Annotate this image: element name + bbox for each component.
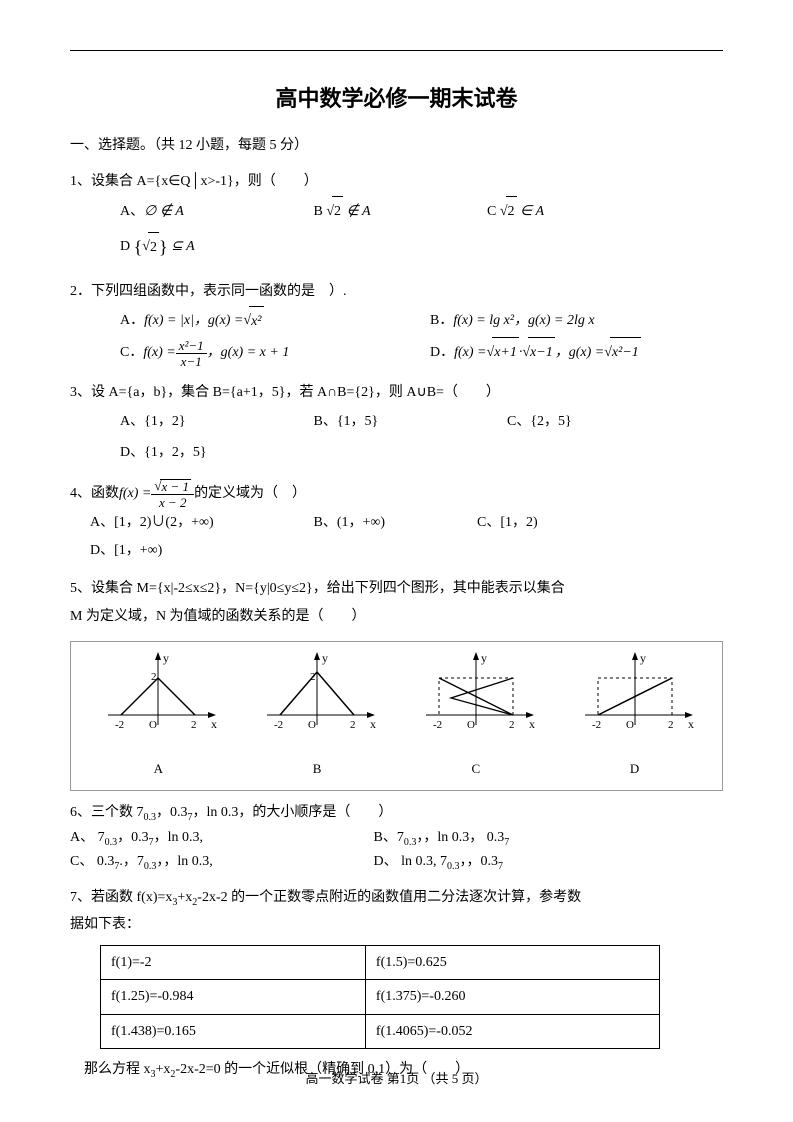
page-top-rule bbox=[70, 50, 723, 51]
table-row: f(1)=-2 f(1.5)=0.625 bbox=[101, 946, 660, 980]
q4-options: A、[1，2)∪(2，+∞) B、(1，+∞) C、[1，2) D、[1，+∞) bbox=[70, 509, 723, 565]
q4-option-a: A、[1，2)∪(2，+∞) bbox=[90, 509, 280, 537]
q6-row1: A、 70.3，0.37，ln 0.3, B、70.3，，ln 0.3， 0.3… bbox=[70, 826, 723, 851]
table-row: f(1.438)=0.165 f(1.4065)=-0.052 bbox=[101, 1014, 660, 1048]
graph-a-label: A bbox=[79, 756, 238, 782]
q1-option-c: C √2 ∈ A bbox=[487, 196, 627, 228]
graph-c-label: C bbox=[397, 756, 556, 782]
q3-option-b: B、{1，5} bbox=[314, 407, 474, 438]
q4-option-b: B、(1，+∞) bbox=[314, 509, 444, 537]
q1-a-math: ∅ ∉ A bbox=[144, 197, 184, 228]
graph-d-svg: y x -2 O 2 bbox=[570, 650, 700, 740]
svg-text:y: y bbox=[481, 651, 487, 665]
question-5: 5、设集合 M={x|-2≤x≤2}，N={y|0≤y≤2}，给出下列四个图形，… bbox=[70, 575, 723, 791]
q7-line1: 7、若函数 f(x)=x3+x2-2x-2 的一个正数零点附近的函数值用二分法逐… bbox=[70, 885, 723, 912]
graph-a-svg: y x 2 -2 O 2 bbox=[93, 650, 223, 740]
q7-line2: 据如下表： bbox=[70, 912, 723, 937]
q2-option-c: C． f(x) = x²−1 x−1 ，g(x) = x + 1 bbox=[120, 338, 400, 369]
q6-row2: C、 0.37.，70.3，，ln 0.3, D、 ln 0.3, 70.3，，… bbox=[70, 850, 723, 875]
table-cell: f(1.4065)=-0.052 bbox=[365, 1014, 659, 1048]
q4-option-c: C、[1，2) bbox=[477, 509, 597, 537]
table-cell: f(1.25)=-0.984 bbox=[101, 980, 366, 1014]
q3-option-a: A、{1，2} bbox=[120, 407, 280, 438]
q2-option-d: D． f(x) = √x+1 · √x−1 ，g(x) = √x²−1 bbox=[430, 337, 641, 369]
exam-title: 高中数学必修一期末试卷 bbox=[70, 81, 723, 113]
svg-text:O: O bbox=[308, 719, 316, 731]
graph-b: y x 2 -2 O 2 B bbox=[238, 650, 397, 782]
svg-text:x: x bbox=[529, 717, 535, 731]
svg-text:2: 2 bbox=[191, 719, 197, 731]
q3-text: 3、设 A={a，b}，集合 B={a+1，5}，若 A∩B={2}，则 A∪B… bbox=[70, 379, 723, 407]
q1-option-d: D {√2} ⊆ A bbox=[120, 228, 195, 268]
question-6: 6、三个数 70.3，0.37，ln 0.3，的大小顺序是（ ） A、 70.3… bbox=[70, 801, 723, 875]
svg-text:y: y bbox=[322, 651, 328, 665]
table-cell: f(1.438)=0.165 bbox=[101, 1014, 366, 1048]
q2-text: 2．下列四组函数中，表示同一函数的是 ）. bbox=[70, 278, 723, 306]
svg-text:-2: -2 bbox=[115, 719, 124, 731]
svg-text:-2: -2 bbox=[274, 719, 283, 731]
graph-b-label: B bbox=[238, 756, 397, 782]
svg-text:O: O bbox=[467, 719, 475, 731]
page-footer: 高一数学试卷 第1页 （共 5 页） bbox=[0, 1068, 793, 1087]
question-7: 7、若函数 f(x)=x3+x2-2x-2 的一个正数零点附近的函数值用二分法逐… bbox=[70, 885, 723, 1083]
section-header: 一、选择题。（共 12 小题，每题 5 分） bbox=[70, 133, 723, 158]
svg-text:x: x bbox=[370, 717, 376, 731]
graph-c: y x -2 O 2 C bbox=[397, 650, 556, 782]
q6-text: 6、三个数 70.3，0.37，ln 0.3，的大小顺序是（ ） bbox=[70, 801, 723, 826]
q4-option-d: D、[1，+∞) bbox=[90, 537, 162, 565]
svg-text:x: x bbox=[688, 717, 694, 731]
q3-option-d: D、{1，2，5} bbox=[120, 438, 207, 469]
graph-c-svg: y x -2 O 2 bbox=[411, 650, 541, 740]
q2-option-b: B． f(x) = lg x²，g(x) = 2lg x bbox=[430, 306, 595, 337]
q3-options: A、{1，2} B、{1，5} C、{2，5} D、{1，2，5} bbox=[70, 407, 723, 469]
q3-option-c: C、{2，5} bbox=[507, 407, 667, 438]
svg-text:O: O bbox=[149, 719, 157, 731]
q5-line2: M 为定义域，N 为值域的函数关系的是（ ） bbox=[70, 603, 723, 631]
table-cell: f(1)=-2 bbox=[101, 946, 366, 980]
sqrt-icon: √2 bbox=[500, 196, 517, 228]
q1-option-a: A、 ∅ ∉ A bbox=[120, 197, 280, 228]
table-cell: f(1.5)=0.625 bbox=[365, 946, 659, 980]
svg-text:2: 2 bbox=[509, 719, 515, 731]
table-row: f(1.25)=-0.984 f(1.375)=-0.260 bbox=[101, 980, 660, 1014]
svg-text:x: x bbox=[211, 717, 217, 731]
svg-text:y: y bbox=[163, 651, 169, 665]
svg-text:2: 2 bbox=[668, 719, 674, 731]
q1-options: A、 ∅ ∉ A B √2 ∉ A C √2 ∈ A D {√2} ⊆ A bbox=[70, 196, 723, 267]
question-1: 1、设集合 A={x∈Q│x>-1}，则（ ） A、 ∅ ∉ A B √2 ∉ … bbox=[70, 168, 723, 267]
q2-option-a: A． f(x) = |x|，g(x) = √x² bbox=[120, 306, 400, 338]
question-3: 3、设 A={a，b}，集合 B={a+1，5}，若 A∩B={2}，则 A∪B… bbox=[70, 379, 723, 469]
q7-table: f(1)=-2 f(1.5)=0.625 f(1.25)=-0.984 f(1.… bbox=[100, 945, 660, 1049]
q4-text: 4、函数 f(x) = √x − 1 x − 2 的定义域为（ ） bbox=[70, 479, 723, 509]
question-4: 4、函数 f(x) = √x − 1 x − 2 的定义域为（ ） A、[1，2… bbox=[70, 479, 723, 565]
q1-text: 1、设集合 A={x∈Q│x>-1}，则（ ） bbox=[70, 168, 723, 196]
graph-d: y x -2 O 2 D bbox=[555, 650, 714, 782]
svg-text:-2: -2 bbox=[592, 719, 601, 731]
graph-d-label: D bbox=[555, 756, 714, 782]
q5-line1: 5、设集合 M={x|-2≤x≤2}，N={y|0≤y≤2}，给出下列四个图形，… bbox=[70, 575, 723, 603]
graph-a: y x 2 -2 O 2 A bbox=[79, 650, 238, 782]
sqrt-icon: √2 bbox=[326, 196, 343, 228]
svg-text:-2: -2 bbox=[433, 719, 442, 731]
svg-text:y: y bbox=[640, 651, 646, 665]
table-cell: f(1.375)=-0.260 bbox=[365, 980, 659, 1014]
q2-options: A． f(x) = |x|，g(x) = √x² B． f(x) = lg x²… bbox=[70, 306, 723, 370]
svg-text:2: 2 bbox=[350, 719, 356, 731]
q1-option-b: B √2 ∉ A bbox=[314, 196, 454, 228]
graph-b-svg: y x 2 -2 O 2 bbox=[252, 650, 382, 740]
svg-text:O: O bbox=[626, 719, 634, 731]
question-2: 2．下列四组函数中，表示同一函数的是 ）. A． f(x) = |x|，g(x)… bbox=[70, 278, 723, 370]
q5-graphs: y x 2 -2 O 2 A y x 2 -2 O 2 bbox=[70, 641, 723, 791]
